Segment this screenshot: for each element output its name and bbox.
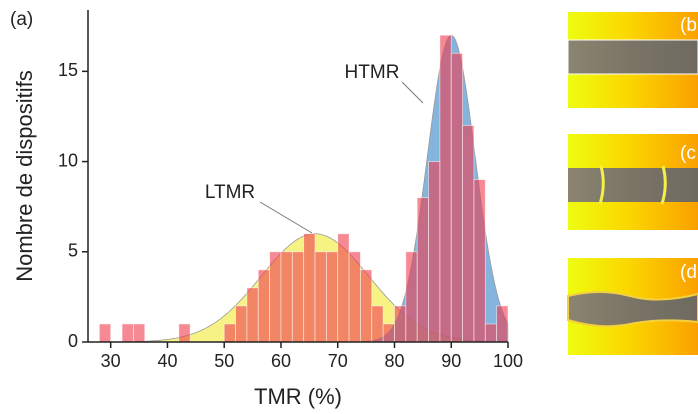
bar: [269, 251, 282, 343]
leader-line: [259, 201, 313, 234]
x-tick-label: 80: [384, 351, 404, 371]
x-tick-label: 30: [101, 351, 121, 371]
bar: [371, 305, 384, 343]
bar: [121, 323, 134, 343]
bar: [133, 323, 146, 343]
y-tick-label: 15: [58, 60, 78, 80]
bar: [246, 287, 259, 343]
panel-label: (d: [680, 262, 697, 283]
x-tick-label: 70: [328, 351, 348, 371]
panel-b: (b: [567, 12, 698, 108]
x-tick-label: 60: [271, 351, 291, 371]
panel-label: (a): [10, 9, 33, 30]
bar: [337, 233, 350, 343]
plot: LTMR HTMR 30 40 50 60 70 80 90 100 0 5 10 15: [58, 10, 523, 371]
x-axis-title: TMR (%): [254, 384, 342, 409]
y-tick-label: 0: [68, 331, 78, 351]
x-tick-label: 40: [157, 351, 177, 371]
bar: [325, 251, 339, 343]
bar: [405, 251, 418, 343]
bar: [439, 34, 452, 343]
bar: [98, 323, 112, 343]
fit-label: HTMR: [345, 62, 400, 83]
bar: [473, 179, 486, 343]
bar: [484, 323, 498, 343]
panel-c: (c: [568, 134, 698, 230]
x-tick-label: 90: [441, 351, 461, 371]
bar: [314, 251, 327, 343]
bar: [462, 125, 475, 343]
x-tick-label: 50: [214, 351, 234, 371]
bar: [394, 305, 407, 343]
leader-line: [401, 81, 424, 104]
x-tick-label: 100: [493, 351, 523, 371]
bar: [291, 251, 305, 343]
y-tick-label: 5: [68, 241, 78, 261]
y-axis-title: Nombre de dispositifs: [12, 70, 37, 282]
bar: [428, 161, 441, 343]
bar: [178, 323, 191, 343]
fit-label: LTMR: [205, 182, 255, 203]
panel-d: (d: [567, 258, 698, 355]
bar: [496, 305, 509, 343]
bar: [280, 251, 293, 343]
bar: [382, 323, 395, 343]
y-tick-label: 10: [58, 150, 78, 170]
bar: [257, 269, 271, 343]
bar: [235, 305, 248, 343]
panel-label: (b: [680, 15, 697, 36]
bar: [416, 197, 429, 343]
bar: [360, 269, 373, 343]
bar: [303, 233, 316, 343]
bar: [223, 323, 236, 343]
bar: [348, 251, 361, 343]
panel-label: (c: [680, 143, 696, 164]
bar: [450, 52, 463, 343]
